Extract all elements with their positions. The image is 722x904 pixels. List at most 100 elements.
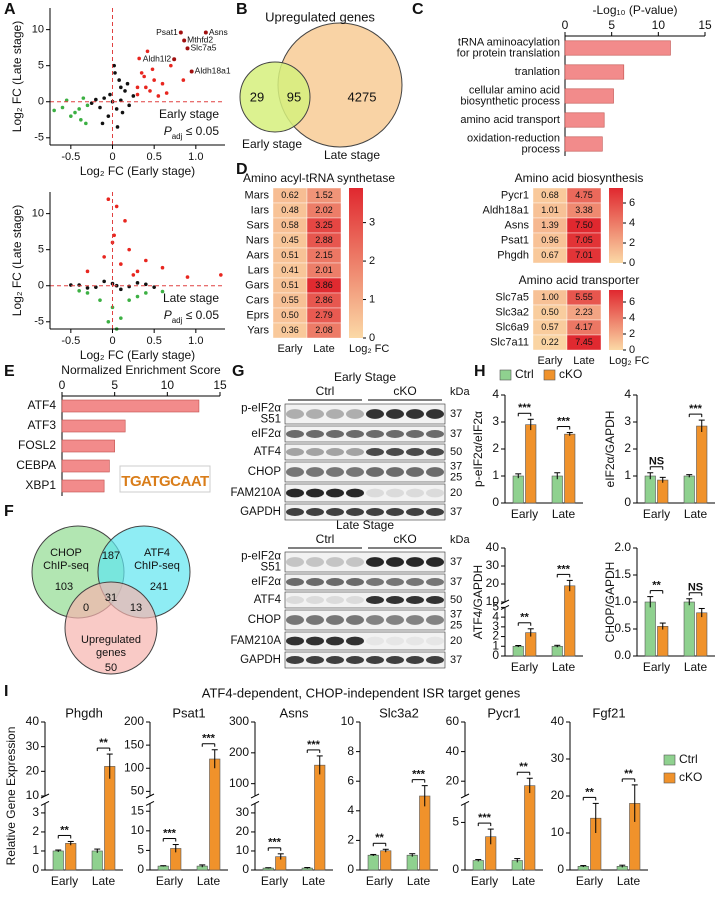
row-label: Pycr1 — [501, 189, 529, 201]
blot-band — [306, 430, 324, 438]
point — [106, 197, 111, 202]
bar — [512, 475, 524, 504]
x-tick-label: 5 — [111, 378, 118, 392]
y-tick-label: 0.0 — [614, 648, 631, 662]
y-tick-label: 0 — [452, 862, 459, 876]
point — [69, 114, 73, 118]
y-tick-label: 5 — [38, 244, 44, 256]
cell-label: 4.17 — [575, 322, 593, 332]
y-tick-label: 4 — [347, 803, 354, 817]
colorbar — [609, 188, 623, 263]
y-tick-label: 10 — [236, 843, 250, 857]
point — [152, 78, 156, 82]
blot-band — [426, 467, 444, 477]
cell-label: 0.36 — [281, 325, 299, 335]
y-tick-label: 200 — [229, 745, 249, 759]
colorbar-tick-label: 0 — [369, 332, 375, 344]
x-tick-label: 1.0 — [188, 151, 203, 163]
heatmap-title: Amino acid biosynthesis — [515, 171, 644, 185]
blot-frame — [284, 591, 446, 609]
bar — [564, 433, 576, 504]
cell-label: 5.55 — [575, 292, 593, 302]
venn-count: 241 — [150, 581, 168, 593]
row-label: Cars — [246, 294, 270, 306]
cell-label: 0.22 — [541, 337, 559, 347]
bar — [564, 112, 605, 128]
bar — [367, 854, 379, 871]
y-axis-label: p-eIF2α/eIF2α — [471, 411, 485, 487]
x-tick-label: Early — [261, 874, 288, 888]
y-tick-label: 30 — [486, 558, 500, 572]
point — [135, 269, 140, 274]
significance-label: ** — [624, 768, 633, 780]
x-tick-label: 15 — [213, 378, 227, 392]
y-tick-label: 5 — [492, 600, 499, 614]
cell-label: 3.25 — [315, 220, 333, 230]
x-tick-label: 10 — [652, 18, 666, 32]
column-label: Late — [573, 355, 594, 367]
significance-label: *** — [412, 769, 426, 781]
point — [85, 291, 90, 295]
bar — [104, 766, 116, 871]
x-tick-label: Late — [302, 874, 326, 888]
cell-label: 0.51 — [281, 280, 299, 290]
colorbar — [349, 188, 363, 338]
bar — [696, 612, 708, 657]
cell-label: 2.08 — [315, 325, 333, 335]
x-tick-label: -0.5 — [61, 151, 80, 163]
cell-label: 0.48 — [281, 205, 299, 215]
y-tick-label: 2 — [492, 629, 499, 643]
y-tick-label: 0 — [557, 862, 564, 876]
y-tick-label: 5 — [452, 815, 459, 829]
blot-band — [426, 409, 444, 419]
x-tick-label: 1.0 — [188, 335, 203, 347]
point — [106, 319, 111, 324]
point — [85, 269, 90, 274]
point — [119, 262, 123, 266]
colorbar — [609, 290, 623, 350]
point — [115, 125, 120, 129]
legend-swatch — [499, 369, 512, 381]
blot-band — [406, 448, 424, 456]
y-tick-label: 10 — [32, 24, 44, 36]
y-tick-label: -5 — [34, 316, 44, 328]
motif-logo: TGATGCAAT — [119, 465, 211, 493]
blot-band — [346, 596, 364, 604]
significance-label: *** — [202, 733, 216, 745]
point — [69, 283, 73, 287]
row-label: Psat1 — [501, 234, 529, 246]
point — [127, 103, 131, 108]
blot-group: cKO — [393, 532, 416, 546]
bar — [525, 424, 537, 504]
blot-band — [366, 596, 384, 604]
blot-band — [366, 636, 384, 646]
blot-band — [286, 508, 304, 516]
point — [160, 81, 165, 86]
blot-row — [284, 483, 446, 503]
x-tick-label: Late — [552, 507, 576, 521]
bar — [512, 645, 524, 657]
heatmap-cell — [566, 334, 602, 351]
cell-label: 0.41 — [281, 265, 299, 275]
y-tick-label: 0 — [137, 862, 144, 876]
x-tick-label: Late — [552, 660, 576, 674]
panel-letter: F — [4, 503, 14, 520]
point — [127, 247, 131, 252]
chart-title: Normalized Enrichment Score — [61, 363, 221, 377]
point-label: Aldh1l2 — [143, 53, 172, 63]
x-tick-label: 0 — [109, 151, 115, 163]
kda-value: 50 — [450, 446, 462, 458]
bar — [91, 850, 103, 871]
blot-band — [286, 615, 304, 625]
blot-band — [406, 430, 424, 438]
row-label: Slc7a11 — [490, 336, 529, 348]
blot-band — [286, 557, 304, 567]
row-label: Yars — [247, 324, 269, 336]
blot-band — [426, 557, 444, 567]
cell-label: 0.51 — [281, 250, 299, 260]
cell-label: 0.62 — [281, 190, 299, 200]
point — [113, 71, 117, 75]
y-tick-label: 4 — [492, 609, 499, 623]
blot-frame — [284, 651, 446, 669]
annotation-symbol: P — [164, 308, 172, 322]
